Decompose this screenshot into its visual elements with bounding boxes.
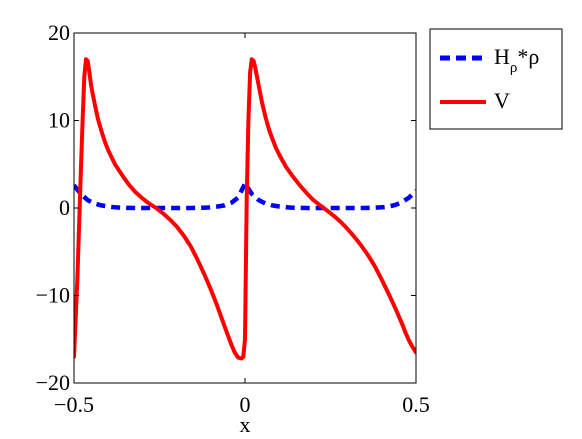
x-tick-label: 0 — [240, 392, 251, 417]
series-line-v — [74, 57, 416, 361]
y-axis: −20 −10 0 10 20 — [36, 20, 416, 395]
y-tick-label: 0 — [59, 195, 70, 220]
x-tick-label: −0.5 — [54, 392, 94, 417]
legend-label-v: V — [494, 88, 510, 113]
y-tick-label: −20 — [36, 370, 70, 395]
x-tick-label: 0.5 — [402, 392, 430, 417]
y-tick-label: 10 — [48, 108, 70, 133]
legend-label-h-rho: Hρ*ρ — [494, 44, 539, 76]
y-tick-label: −10 — [36, 283, 70, 308]
y-tick-label: 20 — [48, 20, 70, 45]
x-axis: −0.5 0 0.5 — [54, 33, 430, 417]
legend: Hρ*ρ V — [429, 28, 563, 130]
series-layer — [74, 57, 416, 361]
x-axis-label: x — [240, 412, 251, 437]
series-line-h-rho — [74, 181, 416, 211]
legend-box — [429, 28, 563, 130]
